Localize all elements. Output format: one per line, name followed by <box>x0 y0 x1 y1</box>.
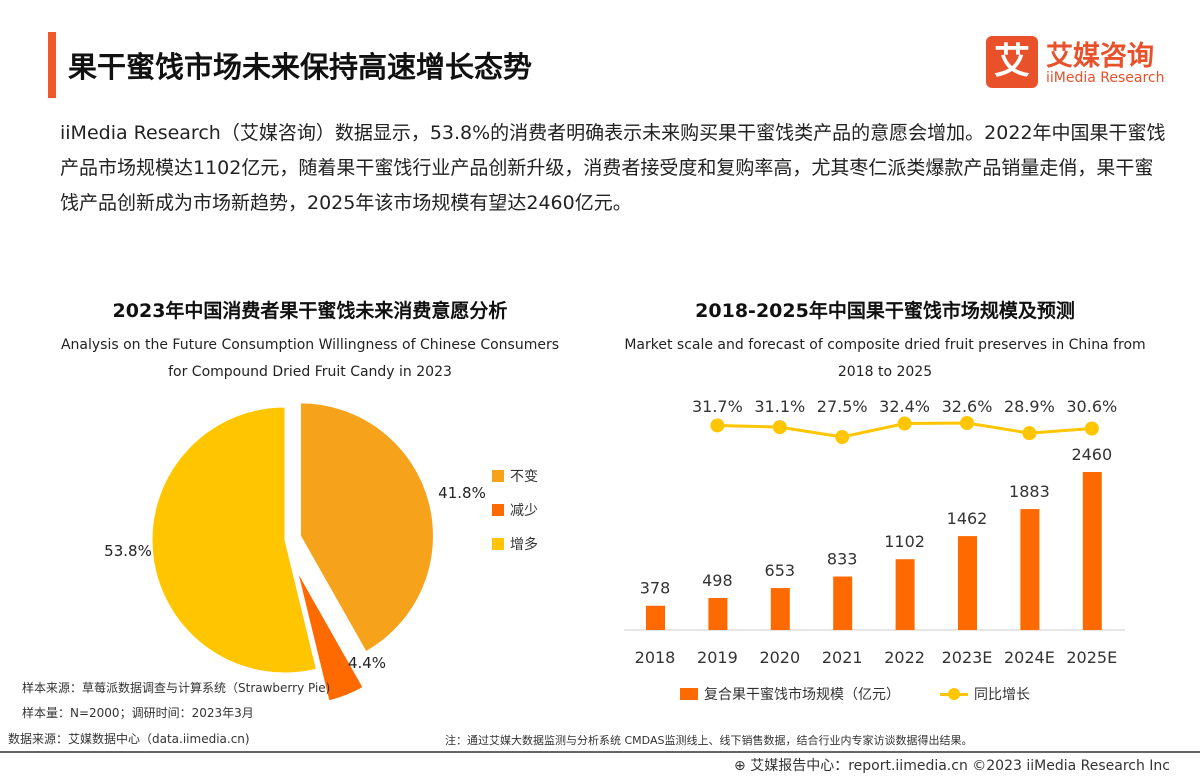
page-title: 果干蜜饯市场未来保持高速增长态势 <box>68 50 533 84</box>
x-tick-label: 2020 <box>759 648 800 667</box>
footer-text: 艾媒报告中心：report.iimedia.cn ©2023 iiMedia R… <box>750 758 1170 774</box>
bar <box>833 576 853 630</box>
sample-source: 样本来源：草莓派数据调查与计算系统（Strawberry Pie) <box>22 681 331 695</box>
bar-data-label: 833 <box>827 549 858 568</box>
x-tick-label: 2024E <box>1004 648 1055 667</box>
data-source: 数据来源：艾媒数据中心（data.iimedia.cn) <box>8 732 250 746</box>
method-note: 注：通过艾媒大数据监测与分析系统 CMDAS监测线上、线下销售数据，结合行业内专… <box>445 734 973 747</box>
bar-data-label: 1883 <box>1009 482 1050 501</box>
legend-swatch <box>492 504 504 516</box>
bar-data-label: 1102 <box>884 532 925 551</box>
legend-item: 不变 <box>492 466 538 486</box>
bar-data-label: 2460 <box>1071 445 1112 464</box>
bar-chart-subtitle: Market scale and forecast of composite d… <box>624 337 1146 380</box>
logo-mark-icon: 艾 <box>986 36 1038 88</box>
legend-item: 复合果干蜜饯市场规模（亿元） <box>680 684 900 704</box>
pie-chart-subtitle: Analysis on the Future Consumption Willi… <box>60 337 560 380</box>
growth-data-label: 31.1% <box>754 397 805 416</box>
bar-chart-title: 2018-2025年中国果干蜜饯市场规模及预测 <box>695 300 1075 322</box>
growth-data-label: 32.6% <box>942 397 993 416</box>
legend-item: 增多 <box>492 534 538 554</box>
legend-item: 减少 <box>492 500 538 520</box>
legend-label: 不变 <box>510 469 538 485</box>
pie-data-label: 41.8% <box>438 484 486 502</box>
pie-slice <box>297 571 364 702</box>
pie-slice <box>151 406 318 674</box>
sample-size: 样本量：N=2000；调研时间：2023年3月 <box>22 706 254 720</box>
logo: 艾 艾媒咨询 iiMedia Research <box>986 34 1176 90</box>
growth-point <box>1084 421 1099 436</box>
bar-data-label: 378 <box>640 579 671 598</box>
bar-data-label: 1462 <box>947 509 988 528</box>
growth-data-label: 31.7% <box>692 397 743 416</box>
bar <box>646 605 665 630</box>
bar <box>895 559 915 630</box>
bar <box>770 588 790 630</box>
intro-text: iiMedia Research（艾媒咨询）数据显示，53.8%的消费者明确表示… <box>60 122 1166 214</box>
legend-swatch <box>680 688 698 700</box>
legend-label: 增多 <box>510 537 538 553</box>
x-tick-label: 2019 <box>697 648 738 667</box>
globe-icon: ⊕ <box>734 758 751 774</box>
pie-slice <box>299 402 434 653</box>
pie-legend: 不变 减少 增多 <box>492 466 538 554</box>
legend-swatch <box>492 470 504 482</box>
growth-point <box>960 416 974 430</box>
legend-label: 同比增长 <box>974 687 1030 703</box>
bar-data-label: 498 <box>702 571 733 590</box>
x-tick-label: 2023E <box>942 648 993 667</box>
bar <box>958 536 977 630</box>
growth-point <box>710 418 725 433</box>
pie-data-label: 53.8% <box>104 542 152 560</box>
bar-data-label: 653 <box>765 561 796 580</box>
legend-label: 复合果干蜜饯市场规模（亿元） <box>704 687 900 703</box>
footer-divider <box>0 751 1200 753</box>
footer: ⊕ 艾媒报告中心：report.iimedia.cn ©2023 iiMedia… <box>734 755 1170 775</box>
legend-item: 同比增长 <box>940 684 1030 704</box>
x-tick-label: 2022 <box>884 648 925 667</box>
growth-data-label: 32.4% <box>879 397 930 416</box>
growth-data-label: 28.9% <box>1004 397 1055 416</box>
growth-data-label: 27.5% <box>817 397 868 416</box>
growth-point <box>897 416 912 431</box>
title-accent-bar <box>48 32 56 98</box>
growth-point <box>772 420 787 435</box>
x-tick-label: 2018 <box>635 648 676 667</box>
growth-point <box>1022 426 1037 441</box>
legend-label: 减少 <box>510 503 538 519</box>
growth-point <box>835 430 850 445</box>
growth-data-label: 30.6% <box>1066 397 1117 416</box>
pie-chart-title: 2023年中国消费者果干蜜饯未来消费意愿分析 <box>112 300 508 322</box>
pie-data-label: 4.4% <box>348 654 386 672</box>
logo-cn: 艾媒咨询 <box>1046 41 1154 72</box>
legend-swatch <box>492 538 504 550</box>
bar <box>708 598 728 630</box>
x-tick-label: 2021 <box>822 648 863 667</box>
bar-legend: 复合果干蜜饯市场规模（亿元） 同比增长 <box>680 684 1030 704</box>
bar <box>1020 509 1040 630</box>
bar <box>1082 472 1102 630</box>
logo-en: iiMedia Research <box>1046 70 1165 86</box>
legend-line-icon <box>940 688 968 700</box>
x-tick-label: 2025E <box>1066 648 1117 667</box>
